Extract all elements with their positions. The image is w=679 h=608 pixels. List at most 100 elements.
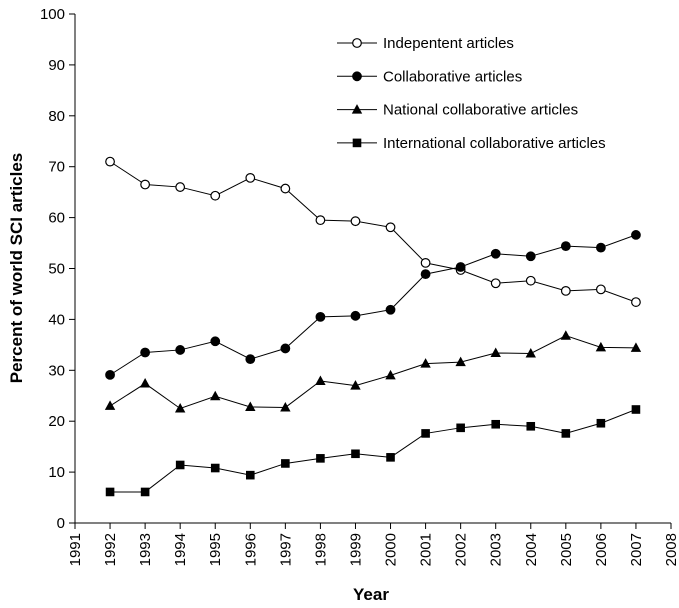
data-point [140, 347, 151, 358]
data-point [104, 400, 116, 410]
y-tick-label: 60 [48, 210, 65, 227]
data-point [245, 172, 256, 183]
x-tick-label: 1999 [347, 533, 364, 566]
data-point [245, 470, 255, 480]
y-tick-label: 10 [48, 464, 65, 481]
data-point [350, 380, 361, 390]
data-point [455, 356, 466, 367]
data-point [351, 449, 360, 459]
data-point [490, 278, 501, 289]
data-point [281, 459, 290, 468]
data-point [245, 401, 256, 411]
data-point [456, 423, 465, 433]
data-point [139, 378, 151, 388]
legend-marker [352, 71, 362, 82]
data-point [175, 182, 186, 192]
data-point [315, 311, 326, 322]
data-point [560, 241, 571, 252]
data-point [210, 336, 221, 347]
data-point [455, 262, 466, 272]
series-line [109, 161, 637, 303]
data-point [315, 215, 326, 226]
legend-label: International collaborative articles [383, 135, 606, 152]
y-tick-label: 80 [48, 108, 65, 125]
data-point [525, 348, 536, 358]
data-point [596, 418, 606, 428]
series-line [109, 335, 636, 410]
data-point [280, 401, 291, 412]
y-tick-label: 40 [48, 311, 65, 328]
data-point [316, 454, 325, 463]
x-axis-title: Year [353, 585, 389, 604]
data-point [175, 345, 186, 355]
data-point [631, 405, 641, 414]
data-point [490, 248, 501, 259]
data-point [245, 354, 256, 365]
data-point [631, 297, 641, 307]
data-point [175, 460, 185, 470]
legend-marker [352, 38, 362, 48]
y-tick-label: 50 [48, 261, 65, 278]
data-point [561, 429, 571, 438]
y-tick-label: 20 [48, 413, 65, 430]
y-tick-label: 30 [48, 362, 65, 379]
legend-label: National collaborative articles [383, 102, 578, 119]
x-tick-label: 2001 [418, 533, 435, 566]
data-point [525, 275, 536, 286]
data-point [560, 285, 571, 296]
data-point [210, 463, 220, 473]
x-tick-label: 2008 [663, 533, 679, 566]
data-point [140, 179, 151, 190]
data-point [490, 347, 501, 357]
x-tick-label: 1995 [207, 533, 224, 566]
data-point [420, 258, 431, 268]
data-point [174, 402, 186, 413]
data-point [105, 487, 115, 497]
x-tick-label: 2004 [523, 533, 540, 566]
data-point [350, 310, 361, 321]
data-point [526, 421, 536, 431]
data-point [631, 230, 641, 240]
data-point [525, 251, 536, 262]
series-line [110, 409, 637, 493]
data-point [315, 375, 326, 385]
data-point [420, 358, 431, 368]
data-point [595, 242, 606, 253]
y-tick-label: 0 [57, 515, 65, 532]
x-tick-label: 1994 [172, 533, 189, 566]
x-tick-label: 1996 [242, 533, 259, 566]
data-point [385, 222, 396, 233]
x-tick-label: 1997 [277, 533, 294, 566]
x-tick-label: 2005 [558, 533, 575, 566]
data-point [105, 369, 115, 380]
legend-marker [351, 104, 363, 114]
y-tick-label: 100 [40, 6, 65, 23]
data-point [491, 419, 501, 429]
x-tick-label: 2007 [628, 533, 645, 566]
data-point [280, 343, 291, 354]
x-tick-label: 2000 [383, 533, 400, 566]
data-point [210, 190, 221, 201]
data-point [280, 183, 291, 194]
y-axis-title: Percent of world SCI articles [7, 153, 26, 384]
data-point [350, 216, 361, 227]
data-point [105, 156, 115, 167]
data-point [595, 341, 607, 352]
x-tick-label: 2003 [488, 533, 505, 566]
legend-marker [352, 138, 362, 148]
data-point [595, 284, 606, 295]
legend-label: Collaborative articles [383, 68, 522, 85]
data-point [560, 330, 572, 340]
x-tick-label: 2002 [453, 533, 470, 566]
data-point [140, 487, 150, 497]
legend-label: Indepentent articles [383, 35, 514, 52]
data-point [385, 369, 396, 380]
x-tick-label: 1991 [67, 533, 84, 566]
x-tick-label: 1993 [137, 533, 154, 566]
x-tick-label: 2006 [593, 533, 610, 566]
y-tick-label: 70 [48, 159, 65, 176]
x-tick-label: 1998 [312, 533, 329, 566]
y-tick-label: 90 [48, 57, 65, 74]
data-point [210, 390, 221, 401]
